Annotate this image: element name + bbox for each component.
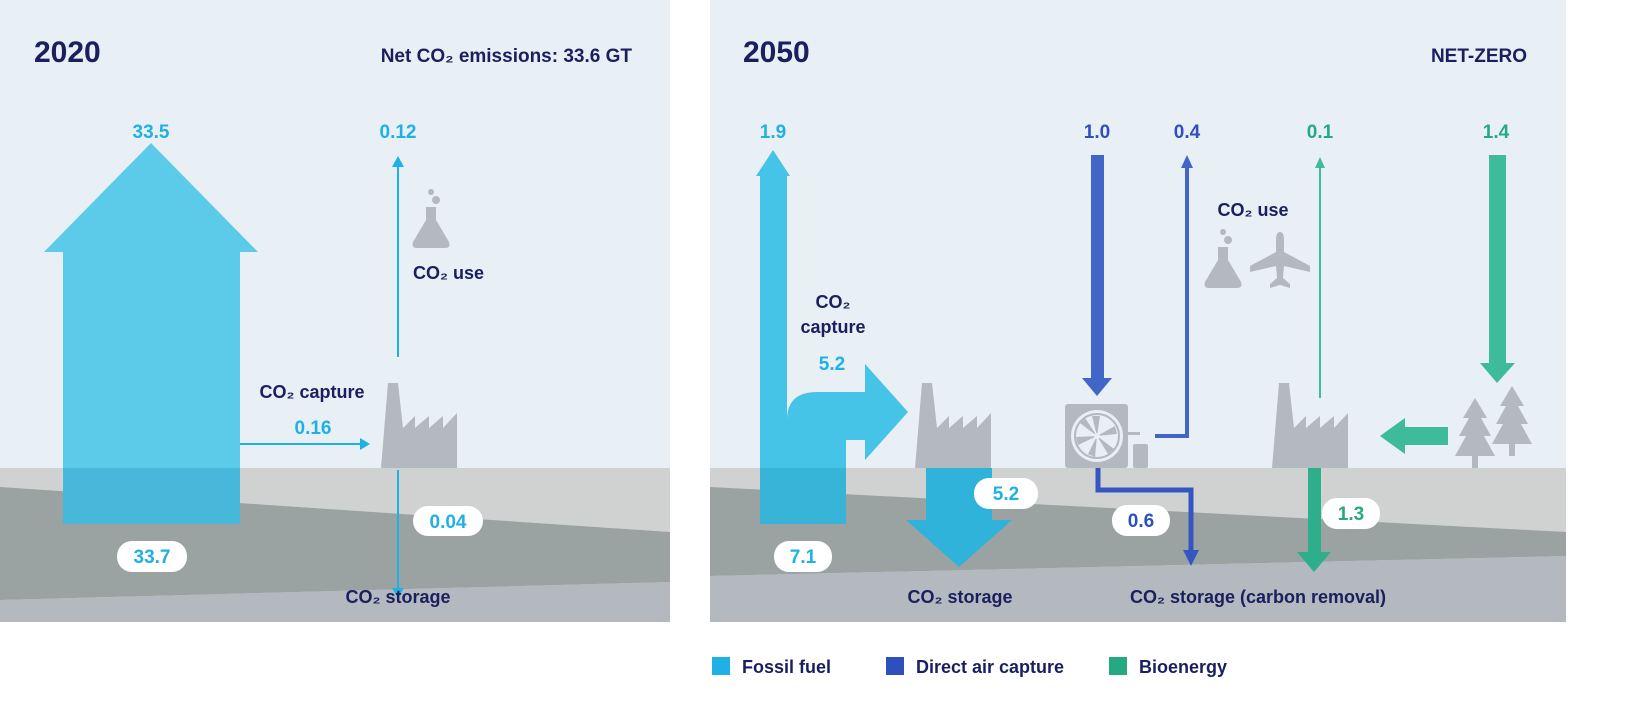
use-value: 0.12 <box>380 122 417 143</box>
use-label: CO₂ use <box>1217 200 1288 220</box>
dac-use-arrow <box>1155 165 1189 438</box>
panel-2050: 2050 NET-ZERO 1.9 CO₂ capture 5.2 5.2 7.… <box>710 0 1566 622</box>
airplane-icon <box>1250 232 1310 288</box>
dac-storage-arrow <box>1095 468 1194 552</box>
use-label: CO₂ use <box>413 263 484 283</box>
bio-use-value: 0.1 <box>1307 122 1334 143</box>
carbon-removal-storage-label: CO₂ storage (carbon removal) <box>1130 587 1386 607</box>
capture-label: CO₂ capture <box>259 382 364 402</box>
fossil-flow-arrow <box>756 150 908 524</box>
capture-arrowhead <box>360 438 370 450</box>
legend-label-direct-air-capture: Direct air capture <box>916 657 1064 677</box>
legend-swatch-fossil-fuel <box>712 657 730 675</box>
bio-use-arrowhead <box>1315 157 1325 168</box>
capture-label-line2: capture <box>800 317 865 337</box>
legend: Fossil fuel Direct air capture Bioenergy <box>712 657 1227 677</box>
use-arrowhead <box>392 156 404 167</box>
year-title: 2050 <box>743 36 810 69</box>
fossil-arrow-underground-shade <box>760 468 846 524</box>
net-zero-headline: NET-ZERO <box>1431 46 1527 67</box>
fossil-storage-value: 5.2 <box>993 484 1019 505</box>
bio-in-value: 1.4 <box>1483 122 1510 143</box>
dac-use-arrowhead <box>1181 155 1193 168</box>
fossil-emitted-value: 1.9 <box>760 122 786 143</box>
dac-storage-value: 0.6 <box>1128 511 1154 532</box>
dac-storage-pill <box>1112 505 1170 536</box>
storage-value: 0.04 <box>430 512 467 533</box>
ground-storage-layer <box>0 582 670 622</box>
fossil-capture-value: 5.2 <box>819 354 845 375</box>
storage-arrowhead <box>392 588 404 598</box>
legend-label-bioenergy: Bioenergy <box>1139 657 1227 677</box>
year-title: 2020 <box>34 36 101 69</box>
fossil-arrow-underground-shade <box>63 468 240 524</box>
fossil-source-value: 7.1 <box>790 547 817 568</box>
storage-value-pill <box>413 506 483 536</box>
dac-in-value: 1.0 <box>1084 122 1110 143</box>
storage-label: CO₂ storage <box>345 587 450 607</box>
capture-label-line1: CO₂ <box>816 292 851 312</box>
bio-storage-pill <box>1322 498 1380 529</box>
legend-swatch-direct-air-capture <box>886 657 904 675</box>
bio-intake-arrow <box>1480 155 1515 383</box>
dac-intake-arrow <box>1082 155 1112 396</box>
capture-value: 0.16 <box>295 418 332 439</box>
bio-storage-value: 1.3 <box>1338 504 1364 525</box>
ground-storage-layer <box>710 556 1566 622</box>
sky <box>710 0 1566 468</box>
fossil-emission-arrow <box>44 143 258 524</box>
dac-use-value: 0.4 <box>1174 122 1201 143</box>
panel-2020: 2020 Net CO₂ emissions: 33.6 GT 33.5 0.1… <box>0 0 670 622</box>
legend-label-fossil-fuel: Fossil fuel <box>742 657 831 677</box>
fossil-source-pill <box>774 541 832 572</box>
fossil-storage-pill <box>974 478 1038 509</box>
biomass-to-plant-arrow <box>1380 418 1448 454</box>
direct-air-capture-unit-icon <box>1065 404 1148 468</box>
bio-storage-arrow <box>1297 468 1331 572</box>
source-value-pill <box>117 541 187 572</box>
source-value: 33.7 <box>134 547 171 568</box>
emitted-value: 33.5 <box>133 122 170 143</box>
net-emissions-headline: Net CO₂ emissions: 33.6 GT <box>381 46 633 67</box>
legend-swatch-bioenergy <box>1109 657 1127 675</box>
dac-storage-arrowhead <box>1183 550 1199 566</box>
storage-label: CO₂ storage <box>907 587 1012 607</box>
